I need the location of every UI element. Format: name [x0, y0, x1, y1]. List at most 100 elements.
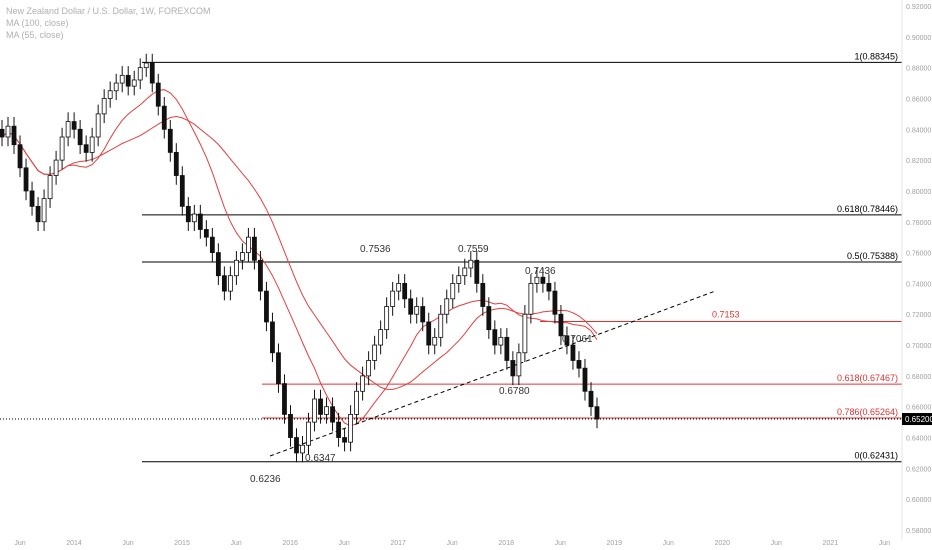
candle-body [137, 67, 143, 81]
candle [534, 268, 540, 293]
candle [528, 274, 534, 324]
x-tick-label: Jun [447, 540, 458, 547]
candle [462, 258, 468, 285]
candle-body [438, 313, 444, 338]
candle [137, 58, 143, 90]
price-annotation: 0.7536 [360, 244, 391, 255]
candle-body [492, 329, 498, 346]
current-price-label: 0.65200 [905, 415, 932, 424]
candle [312, 389, 317, 432]
candle-body [288, 414, 293, 438]
candle [330, 397, 335, 432]
candle-body [95, 113, 101, 138]
candle [546, 274, 552, 301]
x-tick-label: Jun [230, 540, 241, 547]
candle-body [203, 229, 209, 238]
price-annotation: 0.7436 [525, 266, 556, 277]
candle-body [408, 298, 414, 315]
candle-body [252, 236, 257, 261]
candle-body [480, 283, 486, 307]
x-tick-label: Jun [14, 540, 25, 547]
candle [276, 343, 281, 393]
candle [167, 120, 173, 162]
candle-body [282, 383, 287, 415]
candle [486, 297, 492, 339]
chart-title: New Zealand Dollar / U.S. Dollar, 1W, FO… [6, 6, 211, 16]
candle [342, 428, 347, 452]
candle-body [372, 344, 378, 361]
candle [300, 435, 305, 463]
candle [95, 104, 101, 147]
candle [288, 405, 293, 447]
x-tick-label: 2018 [498, 540, 514, 547]
candle [17, 135, 23, 178]
candle [456, 266, 462, 293]
candle-body [528, 283, 534, 315]
candle [131, 70, 137, 96]
y-tick-label: 0.82000 [906, 158, 931, 165]
candle [155, 73, 161, 116]
y-tick-label: 0.60000 [906, 497, 931, 504]
candle [23, 158, 29, 201]
candle-body [53, 159, 59, 176]
candle [83, 135, 89, 162]
candle-body [564, 335, 570, 346]
candle [185, 197, 191, 232]
candle [474, 251, 480, 293]
y-tick-label: 0.76000 [906, 251, 931, 258]
candle [360, 366, 366, 401]
candle [53, 150, 59, 185]
candle-body [113, 82, 119, 92]
candle [588, 382, 594, 416]
candle [227, 266, 233, 301]
ma-100-label: MA (100, close) [6, 18, 69, 28]
candle [65, 112, 71, 147]
price-annotation: 0.6347 [305, 453, 336, 464]
candle [522, 304, 528, 363]
y-tick-label: 0.92000 [906, 4, 931, 11]
candle-body [354, 390, 359, 415]
y-tick-label: 0.70000 [906, 343, 931, 350]
candle [191, 204, 197, 232]
candle-body [11, 125, 17, 146]
candle-body [35, 205, 41, 223]
candle-body [185, 205, 191, 223]
candle [558, 304, 564, 346]
candle [582, 358, 588, 401]
candle-body [420, 306, 426, 323]
x-tick-label: 2014 [66, 540, 82, 547]
x-tick-label: Jun [879, 540, 890, 547]
candle-body [516, 352, 522, 377]
candle [119, 66, 125, 93]
candle [384, 297, 390, 339]
candle [420, 297, 426, 332]
candle-body [558, 313, 564, 337]
candle-body [456, 275, 462, 284]
candle [336, 412, 341, 447]
candle-body [594, 406, 600, 420]
candle [101, 89, 107, 124]
candle [215, 243, 221, 285]
y-tick-label: 0.80000 [906, 189, 931, 196]
candle [149, 53, 155, 93]
candle [270, 312, 275, 363]
candle [47, 166, 53, 208]
candle-body [270, 321, 275, 354]
candle-body [29, 190, 35, 207]
candle [294, 428, 299, 463]
fib-level-label: 0.786(0.65264) [837, 407, 898, 417]
candle-body [197, 213, 203, 230]
candle [432, 328, 438, 355]
candle [372, 335, 378, 370]
fib-level-label: 0(0.62431) [854, 451, 898, 461]
x-tick-label: 2017 [390, 540, 406, 547]
candle [107, 81, 113, 108]
candle [306, 412, 311, 455]
candle [179, 166, 185, 216]
candle-body [330, 406, 335, 423]
candle [89, 127, 95, 162]
x-tick-label: Jun [338, 540, 349, 547]
candle [348, 405, 353, 452]
